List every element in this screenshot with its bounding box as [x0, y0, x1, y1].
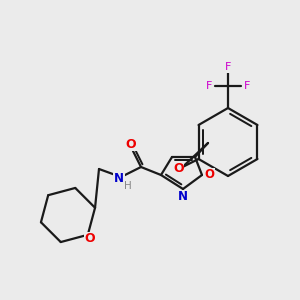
- Text: F: F: [206, 81, 212, 91]
- Text: F: F: [244, 81, 250, 91]
- Text: O: O: [85, 232, 95, 245]
- Text: F: F: [225, 62, 231, 72]
- Text: O: O: [204, 169, 214, 182]
- Text: N: N: [114, 172, 124, 185]
- Text: O: O: [173, 161, 184, 175]
- Text: O: O: [126, 137, 136, 151]
- Text: H: H: [124, 181, 132, 191]
- Text: N: N: [178, 190, 188, 203]
